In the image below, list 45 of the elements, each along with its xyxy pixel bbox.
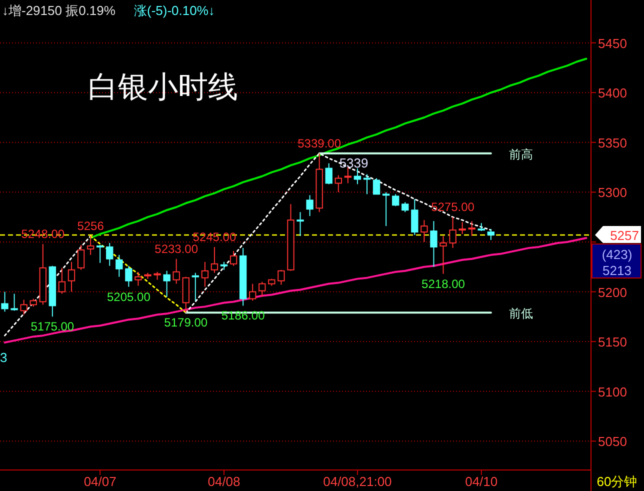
candlestick [296, 212, 304, 236]
candlestick [86, 235, 94, 256]
series-label: 前高 [508, 147, 533, 162]
y-tick-label: 5350 [598, 135, 627, 150]
annotation: 5179.00 [164, 316, 208, 330]
y-tick-label: 5200 [598, 284, 627, 300]
candlestick [239, 247, 247, 306]
text: (423) [602, 247, 632, 262]
series-label: 前低 [508, 306, 533, 321]
annotation: 5248.00 [21, 226, 65, 241]
annotation: ↓增-29150 振0.19% [2, 3, 116, 18]
annotation: 5256 [77, 218, 104, 233]
annotation: 5339 [339, 155, 368, 170]
x-tick-label: 04/07 [84, 474, 116, 489]
candlestick [134, 271, 142, 286]
annotation: 5233.00 [154, 242, 198, 256]
candlestick [468, 220, 476, 236]
candlestick [440, 235, 447, 274]
candlestick [116, 254, 123, 278]
annotation: 5175.00 [30, 320, 74, 334]
annotation: 5339.00 [298, 136, 342, 150]
x-tick-label: 04/08,21:00 [323, 474, 392, 489]
ref-line-label: 5257 [610, 228, 639, 243]
text: 白银小时线 [88, 71, 238, 104]
candlestick [430, 220, 438, 268]
annotation: 5218.00 [422, 276, 466, 291]
candlestick [306, 194, 314, 217]
annotation: 5275.00 [431, 200, 475, 214]
y-tick-label: 5050 [598, 434, 627, 450]
x-tick-label: 04/08 [208, 474, 240, 489]
y-tick-label: 5400 [598, 86, 627, 101]
y-tick-label: 5450 [598, 36, 627, 51]
candlestick [201, 261, 209, 288]
text: 60分钟 [596, 474, 638, 489]
y-tick-label: 5300 [598, 185, 627, 200]
annotation: 3 [0, 350, 8, 365]
candlestick [420, 220, 428, 242]
text: 5213 [602, 263, 632, 278]
x-tick-label: 04/10 [465, 474, 498, 489]
annotation: 5205.00 [106, 290, 151, 304]
candlestick [68, 261, 76, 292]
y-tick-label: 5100 [598, 384, 627, 400]
annotation: 涨(-5)-0.10%↓ [134, 3, 215, 18]
y-tick-label: 5150 [598, 334, 627, 350]
candlestick [449, 216, 456, 248]
